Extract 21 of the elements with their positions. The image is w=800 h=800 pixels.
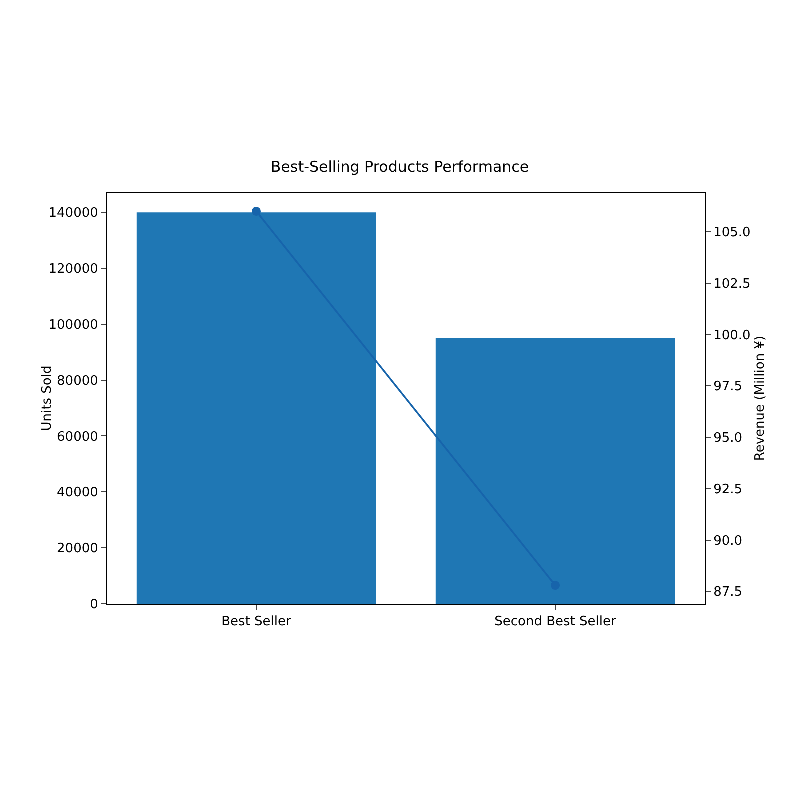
y-tick-label: 20000 (57, 542, 98, 557)
y-tick-label: 120000 (48, 262, 98, 278)
y2-tick-label: 92.5 (714, 482, 743, 498)
y-tick-label: 0 (90, 598, 98, 613)
y2-tick-label: 87.5 (714, 585, 743, 600)
chart-title: Best-Selling Products Performance (270, 158, 530, 176)
y2-tick-label: 90.0 (714, 534, 743, 549)
y-tick-label: 60000 (57, 430, 98, 445)
y-tick-label: 100000 (48, 318, 98, 333)
y-tick-label: 80000 (57, 374, 98, 389)
y2-tick-label: 102.5 (714, 276, 751, 292)
x-tick-label: Second Best Seller (494, 614, 618, 630)
y2-tick-label: 95.0 (714, 431, 743, 446)
y2-tick-label: 100.0 (714, 328, 751, 344)
y2-tick-label: 97.5 (714, 380, 743, 395)
y2-axis-title: Revenue (Million ¥) (752, 336, 768, 462)
y2-tick-label: 105.0 (714, 226, 751, 241)
y-tick-label: 140000 (48, 206, 98, 222)
y-axis-title: Units Sold (40, 366, 56, 432)
x-tick-label: Best Seller (222, 614, 292, 630)
y-tick-label: 40000 (57, 486, 98, 501)
